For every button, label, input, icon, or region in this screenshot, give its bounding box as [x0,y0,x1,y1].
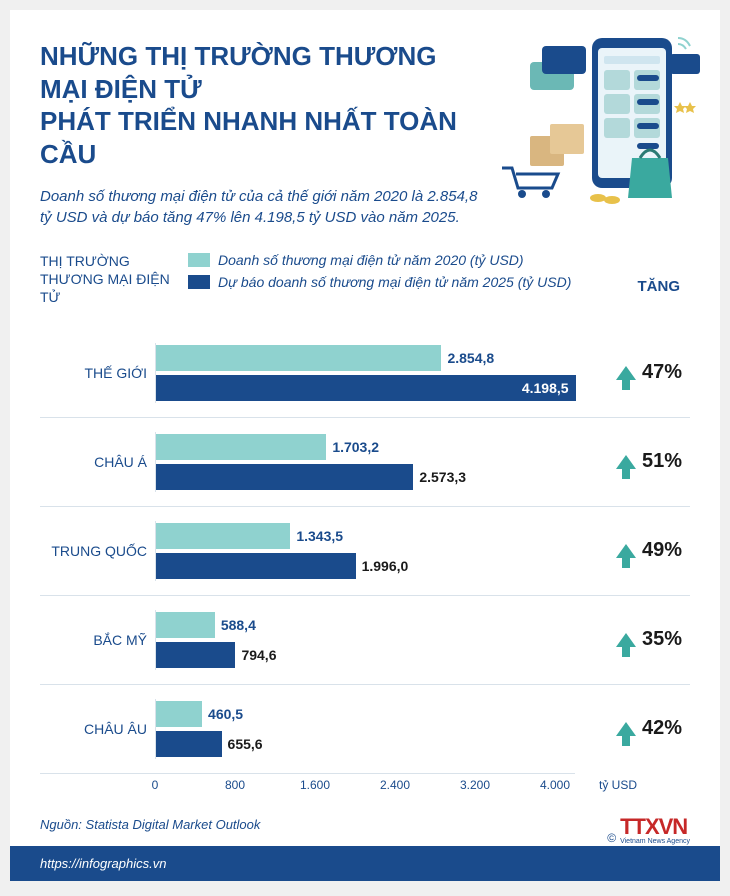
agency-subtitle: Vietnam News Agency [620,838,690,845]
footer-bar: https://infographics.vn [10,846,720,881]
bar-2025 [156,553,356,579]
growth-value: 42% [642,717,682,740]
bars-group: 1.703,2 2.573,3 [155,432,575,492]
growth-value: 49% [642,539,682,562]
bar-2020-value: 588,4 [221,617,256,633]
row-label: TRUNG QUỐC [40,543,155,559]
axis-tick: 0 [152,778,159,792]
source-text: Nguồn: Statista Digital Market Outlook [40,817,690,832]
growth-cell: 51% [575,450,690,473]
x-axis: tỷ USD 08001.6002.4003.2004.000 [40,773,575,797]
bar-chart: THẾ GIỚI 2.854,8 4.198,5 47% CHÂU Á 1.703,2 2.… [40,329,690,773]
bar-2020-value: 460,5 [208,706,243,722]
arrow-up-icon [616,633,636,647]
bar-2025-value: 2.573,3 [419,469,466,485]
market-axis-label: THỊ TRƯỜNG THƯƠNG MẠI ĐIỆN TỬ [40,252,170,307]
row-label: THẾ GIỚI [40,365,155,381]
legend-block: THỊ TRƯỜNG THƯƠNG MẠI ĐIỆN TỬ Doanh số t… [40,252,690,307]
subtitle-text: Doanh số thương mại điện tử của cả thế g… [40,186,480,228]
footer-link[interactable]: https://infographics.vn [40,856,166,871]
axis-tick: 800 [225,778,245,792]
row-label: CHÂU ÂU [40,721,155,737]
agency-logo: © TTXVN Vietnam News Agency [607,816,690,845]
row-label: BẮC MỸ [40,632,155,648]
title-line-2: PHÁT TRIỂN NHANH NHẤT TOÀN CẦU [40,106,457,169]
copyright-symbol: © [607,831,616,845]
bar-2020 [156,434,326,460]
agency-name: TTXVN [620,816,690,838]
axis-tick: 4.000 [540,778,570,792]
bars-group: 588,4 794,6 [155,610,575,670]
growth-cell: 49% [575,539,690,562]
bar-2020 [156,345,441,371]
bars-group: 1.343,5 1.996,0 [155,521,575,581]
bar-2020-value: 2.854,8 [447,350,494,366]
legend-2025-label: Dự báo doanh số thương mại điện tử năm 2… [218,274,571,290]
bar-2025-value: 655,6 [228,736,263,752]
bar-2020 [156,523,290,549]
bar-2020-value: 1.343,5 [296,528,343,544]
arrow-up-icon [616,455,636,469]
chart-row: CHÂU Á 1.703,2 2.573,3 51% [40,418,690,507]
axis-tick: 3.200 [460,778,490,792]
growth-value: 35% [642,628,682,651]
hero-illustration [482,28,702,208]
bar-2025 [156,642,235,668]
bar-2020 [156,612,215,638]
axis-unit: tỷ USD [599,778,637,792]
legend-2025: Dự báo doanh số thương mại điện tử năm 2… [188,274,690,290]
row-label: CHÂU Á [40,454,155,470]
arrow-up-icon [616,544,636,558]
bar-2025-value: 794,6 [241,647,276,663]
title-line-1: NHỮNG THỊ TRƯỜNG THƯƠNG MẠI ĐIỆN TỬ [40,41,437,104]
axis-tick: 1.600 [300,778,330,792]
growth-cell: 47% [575,361,690,384]
bar-2025-value: 4.198,5 [522,380,569,396]
arrow-up-icon [616,366,636,380]
growth-value: 47% [642,361,682,384]
bars-group: 460,5 655,6 [155,699,575,759]
legend-items: Doanh số thương mại điện tử năm 2020 (tỷ… [188,252,690,307]
infographic-page: NHỮNG THỊ TRƯỜNG THƯƠNG MẠI ĐIỆN TỬ PHÁT… [10,10,720,881]
bar-2020 [156,701,202,727]
chart-row: BẮC MỸ 588,4 794,6 35% [40,596,690,685]
swatch-2020 [188,253,210,267]
bar-2020-value: 1.703,2 [332,439,379,455]
growth-cell: 35% [575,628,690,651]
chart-row: CHÂU ÂU 460,5 655,6 42% [40,685,690,773]
chart-row: THẾ GIỚI 2.854,8 4.198,5 47% [40,329,690,418]
growth-cell: 42% [575,717,690,740]
bar-2025 [156,375,576,401]
axis-tick: 2.400 [380,778,410,792]
bar-2025 [156,731,222,757]
legend-2020-label: Doanh số thương mại điện tử năm 2020 (tỷ… [218,252,524,268]
growth-column-header: TĂNG [638,278,681,295]
bar-2025 [156,464,413,490]
swatch-2025 [188,275,210,289]
bar-2025-value: 1.996,0 [362,558,409,574]
main-title: NHỮNG THỊ TRƯỜNG THƯƠNG MẠI ĐIỆN TỬ PHÁT… [40,40,490,170]
arrow-up-icon [616,722,636,736]
growth-value: 51% [642,450,682,473]
chart-row: TRUNG QUỐC 1.343,5 1.996,0 49% [40,507,690,596]
bars-group: 2.854,8 4.198,5 [155,343,575,403]
legend-2020: Doanh số thương mại điện tử năm 2020 (tỷ… [188,252,690,268]
